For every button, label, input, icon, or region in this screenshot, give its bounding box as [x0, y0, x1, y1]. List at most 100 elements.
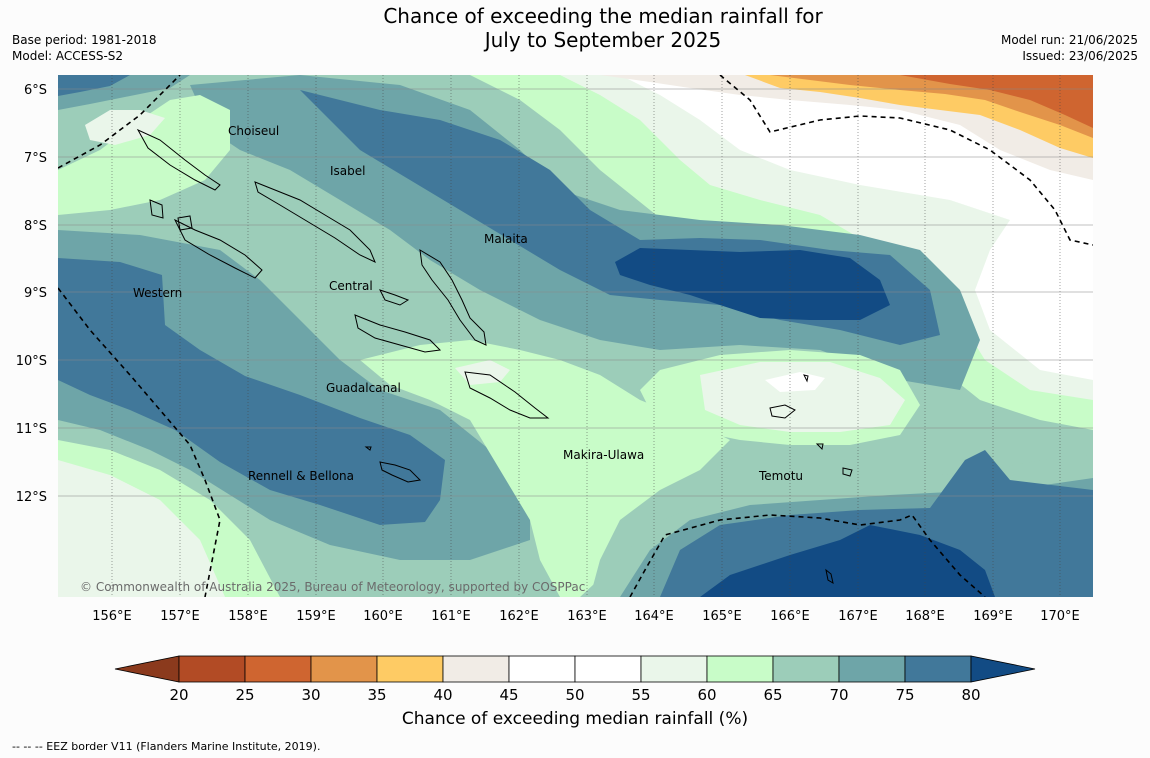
lat-label-10s: 10°S: [16, 354, 47, 369]
colorbar-segment-20-25: [178, 655, 246, 683]
colorbar-high-arrow: [970, 655, 1036, 683]
island-florida: [379, 289, 410, 306]
grid: [111, 75, 1061, 597]
colorbar-segment-45-50: [508, 655, 576, 683]
meta-left: Base period: 1981-2018 Model: ACCESS-S2: [12, 32, 157, 64]
colorbar-tick-40: 40: [433, 686, 452, 704]
colorbar-segment-65-70: [772, 655, 840, 683]
colorbar-segment-50-55: [574, 655, 642, 683]
island-tikopia: [825, 568, 834, 585]
region-label-temotu: Temotu: [758, 469, 803, 483]
island-makira: [464, 371, 550, 419]
band-60-65-nw: [58, 95, 230, 215]
lon-label-159e: 159°E: [296, 609, 336, 624]
region-label-makira-ulawa: Makira-Ulawa: [563, 448, 644, 462]
model-run: Model run: 21/06/2025: [1000, 33, 1138, 47]
colorbar-tick-25: 25: [235, 686, 254, 704]
band-25-30-ne: [900, 75, 1093, 128]
map-title-line2: July to September 2025: [484, 28, 722, 52]
island-guadalcanal: [354, 314, 442, 353]
colorbar-segment-70-75: [838, 655, 906, 683]
region-label-malaita: Malaita: [484, 232, 528, 246]
lon-label-162e: 162°E: [499, 609, 539, 624]
colorbar-tick-50: 50: [565, 686, 584, 704]
lon-label-165e: 165°E: [702, 609, 742, 624]
lat-label-8s: 8°S: [24, 219, 47, 234]
island-rennell: [379, 461, 422, 483]
colorbar-tick-80: 80: [961, 686, 980, 704]
band-75-80-nw: [58, 75, 130, 96]
region-label-guadalcanal: Guadalcanal: [326, 381, 401, 395]
island-bellona: [364, 446, 372, 451]
lat-label-11s: 11°S: [16, 422, 47, 437]
colorbar-low-arrow: [114, 655, 180, 683]
base-period: Base period: 1981-2018: [12, 33, 157, 47]
colorbar-tick-35: 35: [367, 686, 386, 704]
lon-label-156e: 156°E: [92, 609, 132, 624]
band-75-80-south: [660, 450, 1093, 597]
colorbar-segment-35-40: [376, 655, 444, 683]
colorbar-segment-40-45: [442, 655, 510, 683]
island-duff: [803, 374, 809, 383]
colorbar-segment-75-80: [904, 655, 972, 683]
issued-date: Issued: 23/06/2025: [1022, 49, 1138, 63]
lon-label-170e: 170°E: [1040, 609, 1080, 624]
lon-label-167e: 167°E: [838, 609, 878, 624]
band-80plus-central: [615, 248, 890, 320]
colorbar-segment-30-35: [310, 655, 378, 683]
colorbar-tick-65: 65: [763, 686, 782, 704]
copyright-credit: © Commonwealth of Australia 2025, Bureau…: [80, 580, 586, 594]
colorbar-tick-30: 30: [301, 686, 320, 704]
map-title-line1: Chance of exceeding the median rainfall …: [383, 4, 823, 28]
region-label-rennell-bellona: Rennell & Bellona: [248, 469, 354, 483]
colorbar-title: Chance of exceeding median rainfall (%): [401, 709, 749, 729]
island-new-georgia: [173, 218, 263, 279]
grid-lat: [58, 88, 1093, 497]
colorbar-tick-60: 60: [697, 686, 716, 704]
island-vanikoro: [842, 467, 853, 477]
band-55-60-sw: [58, 460, 225, 597]
colorbar-segment-55-60: [640, 655, 708, 683]
region-label-central: Central: [329, 279, 373, 293]
band-45-55-east: [765, 372, 825, 392]
band-75-80-west: [58, 258, 445, 525]
eez-border: [58, 75, 1093, 597]
eez-footnote: -- -- -- EEZ border V11 (Flanders Marine…: [12, 740, 321, 753]
band-45-55-ne: [620, 75, 1093, 380]
band-55-60-east: [700, 362, 905, 432]
lon-label-164e: 164°E: [634, 609, 674, 624]
lon-label-161e: 161°E: [431, 609, 471, 624]
colorbar: [114, 655, 1036, 683]
band-60-65-guadal: [360, 340, 730, 597]
colorbar-tick-70: 70: [829, 686, 848, 704]
colorbar-tick-45: 45: [499, 686, 518, 704]
region-label-western: Western: [133, 286, 182, 300]
island-vella: [149, 199, 164, 219]
band-80plus-south: [700, 525, 995, 597]
lat-label-12s: 12°S: [16, 490, 47, 505]
island-isabel: [254, 181, 376, 263]
colorbar-tick-20: 20: [169, 686, 188, 704]
island-kolombangara: [177, 215, 193, 231]
lon-label-158e: 158°E: [228, 609, 268, 624]
region-label-isabel: Isabel: [330, 164, 365, 178]
model-name: Model: ACCESS-S2: [12, 49, 124, 63]
colorbar-segment-25-30: [244, 655, 312, 683]
island-choiseul: [136, 128, 221, 191]
band-55-60-nw: [85, 110, 165, 145]
colorbar-tick-75: 75: [895, 686, 914, 704]
lon-label-166e: 166°E: [770, 609, 810, 624]
colorbar-segment-60-65: [706, 655, 774, 683]
lat-label-6s: 6°S: [24, 83, 47, 98]
lon-label-168e: 168°E: [905, 609, 945, 624]
island-malaita: [419, 249, 487, 346]
lon-label-163e: 163°E: [567, 609, 607, 624]
lat-label-9s: 9°S: [24, 286, 47, 301]
region-label-choiseul: Choiseul: [228, 124, 279, 138]
islands: [136, 128, 853, 585]
lat-label-7s: 7°S: [24, 151, 47, 166]
island-utupua: [815, 443, 824, 451]
colorbar-tick-55: 55: [631, 686, 650, 704]
lon-label-157e: 157°E: [160, 609, 200, 624]
